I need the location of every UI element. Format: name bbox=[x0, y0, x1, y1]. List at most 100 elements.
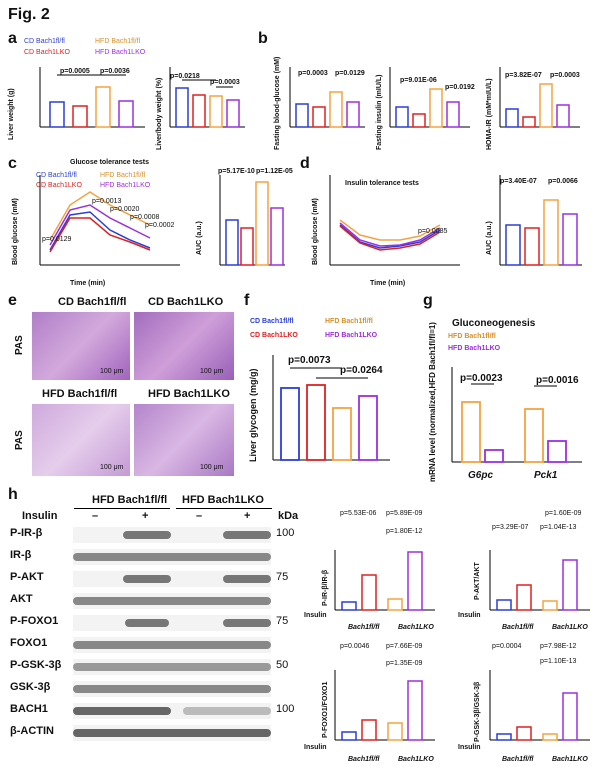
h-group2: HFD Bach1LKO bbox=[182, 494, 264, 506]
blot-row-9 bbox=[73, 703, 271, 719]
blot-label-9: BACH1 bbox=[10, 703, 48, 715]
e-label-1: CD Bach1fl/fl bbox=[58, 296, 127, 308]
e-label-3: HFD Bach1fl/fl bbox=[42, 388, 118, 400]
blot-row-8 bbox=[73, 681, 271, 697]
b-glucose-ylabel: Fasting blood-glucose (mM) bbox=[274, 56, 281, 150]
q1-ylabel: P-IR-β/IR-β bbox=[322, 569, 329, 606]
e-pas-2: PAS bbox=[14, 430, 25, 450]
h-group2-line bbox=[176, 508, 272, 509]
e-image-4 bbox=[134, 404, 234, 476]
kda-5: 75 bbox=[276, 615, 289, 627]
blot-row-4 bbox=[73, 593, 271, 609]
blot-label-7: P-GSK-3β bbox=[10, 659, 62, 671]
c-legend-3: CD Bach1LKO bbox=[36, 182, 82, 189]
blot-label-2: IR-β bbox=[10, 549, 32, 561]
q3-p-mid: p=7.66E-09 bbox=[386, 643, 423, 650]
q1-p-bot: p=1.80E-12 bbox=[386, 528, 423, 535]
c-auc-ylabel: AUC (a.u.) bbox=[196, 221, 203, 255]
kda-3: 75 bbox=[276, 571, 289, 583]
f-legend-3: CD Bach1LKO bbox=[250, 332, 298, 339]
e-pas-1: PAS bbox=[14, 335, 25, 355]
g-title: Gluconeogenesis bbox=[452, 318, 536, 329]
g-ylabel: mRNA level (normalized,HFD Bach1fl/fl=1) bbox=[428, 322, 437, 482]
bar-a2 bbox=[72, 105, 88, 128]
q4-p-mid: p=7.98E-12 bbox=[540, 643, 577, 650]
g-legend-1: HFD Bach1fl/fl bbox=[448, 333, 496, 340]
c-title: Glucose tolerance tests bbox=[70, 159, 149, 166]
blot-row-6 bbox=[73, 637, 271, 653]
blot-row-7 bbox=[73, 659, 271, 675]
d-title: Insulin tolerance tests bbox=[345, 180, 419, 187]
blot-row-1 bbox=[73, 527, 271, 543]
q1-x1: Bach1fl/fl bbox=[348, 624, 380, 631]
blot-row-10 bbox=[73, 725, 271, 741]
panel-c-letter: c bbox=[8, 155, 17, 172]
q4-ylabel: P-GSK-3β/GSK-3β bbox=[474, 681, 481, 742]
q1-x2: Bach1LKO bbox=[398, 624, 434, 631]
b-homa-p1: p=3.82E-07 bbox=[505, 72, 542, 79]
q2-p-top: p=1.60E-09 bbox=[545, 510, 582, 517]
panel-c-charts bbox=[39, 175, 285, 266]
d-xlabel: Time (min) bbox=[370, 280, 406, 287]
figure-title: Fig. 2 bbox=[8, 6, 50, 23]
h-minus-1: – bbox=[92, 510, 99, 522]
e-image-2 bbox=[134, 312, 234, 380]
b-glucose-p2: p=0.0129 bbox=[335, 70, 365, 77]
legend-a-2: HFD Bach1fl/fl bbox=[95, 38, 141, 45]
f-legend-1: CD Bach1fl/fl bbox=[250, 318, 294, 325]
e-image-3 bbox=[32, 404, 130, 476]
kda-1: 100 bbox=[276, 527, 295, 539]
h-group1-line bbox=[74, 508, 170, 509]
panel-a-letter: a bbox=[8, 30, 17, 47]
f-legend-2: HFD Bach1fl/fl bbox=[325, 318, 373, 325]
h-group1: HFD Bach1fl/fl bbox=[92, 494, 168, 506]
panel-d-charts bbox=[329, 175, 582, 266]
e-scale-3: 100 μm bbox=[100, 464, 124, 471]
panel-f-letter: f bbox=[244, 292, 250, 309]
q2-p-bot: p=1.04E-13 bbox=[540, 524, 577, 531]
panel-d-letter: d bbox=[300, 155, 310, 172]
d-p: p=0.0085 bbox=[418, 228, 448, 235]
f-legend-4: HFD Bach1LKO bbox=[325, 332, 378, 339]
blot-label-8: GSK-3β bbox=[10, 681, 51, 693]
f-ylabel: Liver glycogen (mg/g) bbox=[248, 368, 258, 462]
q3-x1: Bach1fl/fl bbox=[348, 756, 380, 763]
h-kda: kDa bbox=[278, 510, 299, 522]
b-homa-p2: p=0.0003 bbox=[550, 72, 580, 79]
a-left-p1: p=0.0005 bbox=[60, 68, 90, 75]
q3-x2: Bach1LKO bbox=[398, 756, 434, 763]
q2-ylabel: P-AKT/AKT bbox=[474, 562, 481, 600]
f-p2: p=0.0264 bbox=[340, 365, 383, 376]
g-p1: p=0.0023 bbox=[460, 373, 503, 384]
e-scale-1: 100 μm bbox=[100, 368, 124, 375]
blot-label-1: P-IR-β bbox=[10, 527, 43, 539]
bar-a3 bbox=[95, 86, 111, 128]
bar-a4 bbox=[118, 100, 134, 128]
c-p1: p=0.0129 bbox=[42, 236, 72, 243]
c-legend-4: HFD Bach1LKO bbox=[100, 182, 151, 189]
bar-a1 bbox=[49, 101, 65, 128]
b-insulin-p1: p=9.01E-06 bbox=[400, 77, 437, 84]
d-auc-ylabel: AUC (a.u.) bbox=[486, 221, 493, 255]
c-p5: p=0.0002 bbox=[145, 222, 175, 229]
q2-insulin: Insulin bbox=[458, 612, 481, 619]
a-right-p1: p=0.0218 bbox=[170, 73, 200, 80]
blot-row-3 bbox=[73, 571, 271, 587]
g-cat-2: Pck1 bbox=[534, 470, 558, 481]
q3-insulin: Insulin bbox=[304, 744, 327, 751]
q1-p-mid: p=5.89E-09 bbox=[386, 510, 423, 517]
panel-h-quant bbox=[334, 550, 590, 741]
panel-b-charts bbox=[289, 67, 580, 128]
q4-x2: Bach1LKO bbox=[552, 756, 588, 763]
blot-row-2 bbox=[73, 549, 271, 565]
legend-a-3: CD Bach1LKO bbox=[24, 49, 70, 56]
c-legend-1: CD Bach1fl/fl bbox=[36, 172, 77, 179]
c-p4: p=0.0008 bbox=[130, 214, 160, 221]
e-scale-2: 100 μm bbox=[200, 368, 224, 375]
h-plus-2: + bbox=[244, 510, 251, 522]
b-homa-ylabel: HOMA-IR (mM*mIU/L) bbox=[486, 78, 493, 150]
panel-g-letter: g bbox=[423, 292, 433, 309]
kda-7: 50 bbox=[276, 659, 289, 671]
q3-ylabel: P-FOXO1/FOXO1 bbox=[322, 681, 329, 738]
blot-label-5: P-FOXO1 bbox=[10, 615, 59, 627]
